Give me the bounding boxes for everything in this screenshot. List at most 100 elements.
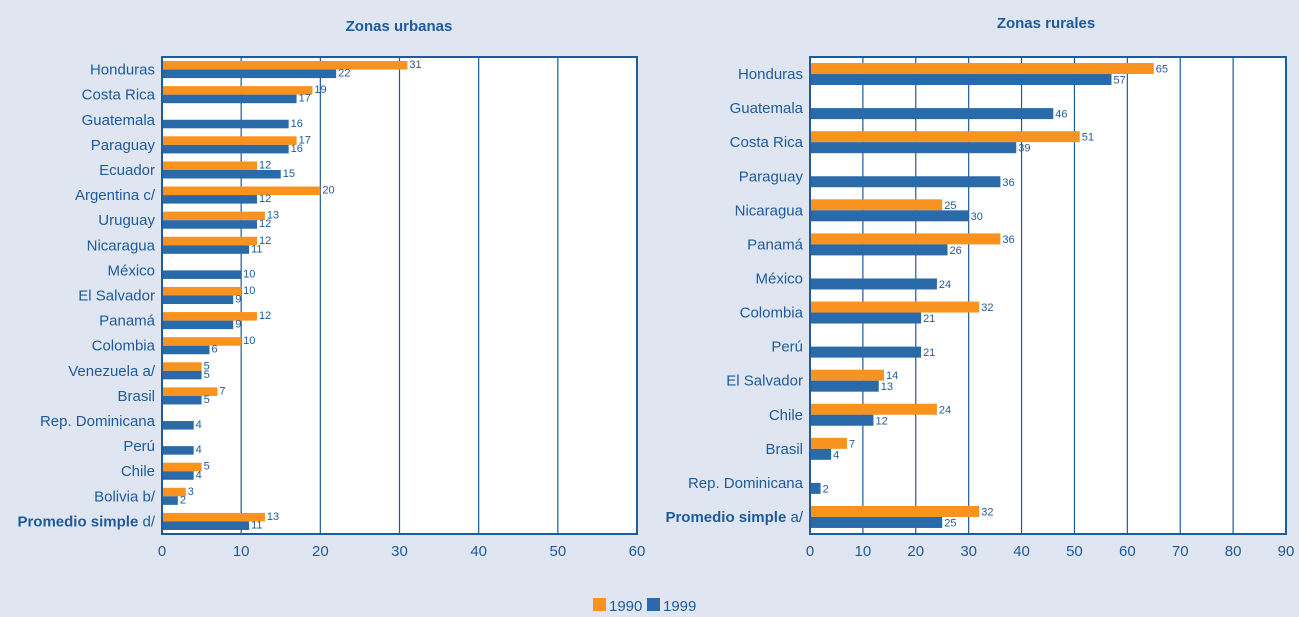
panel2-data-label-1999-13: 25 [944, 517, 956, 529]
panel2-data-label-1999-8: 21 [923, 347, 935, 359]
panel2-category-label-8: Perú [771, 339, 803, 356]
panel1-data-label-1990-7: 12 [259, 235, 271, 247]
panel1-x-tick-60: 60 [629, 543, 646, 560]
panel1-category-label-16: Chile [121, 463, 155, 480]
panel2-x-tick-50: 50 [1066, 543, 1083, 560]
panel2-bar-1999-5 [810, 244, 948, 256]
panel1-category-label-11: Colombia [92, 338, 156, 355]
panel1-x-tick-30: 30 [391, 543, 408, 560]
panel2-bar-1990-7 [810, 301, 980, 313]
panel2-bar-1990-10 [810, 403, 937, 415]
panel2-bar-1999-11 [810, 448, 832, 460]
panel2-category-label-bold-13: Promedio simple [665, 509, 786, 526]
panel2-data-label-1990-13: 32 [981, 506, 993, 518]
panel2-bar-1999-8 [810, 346, 922, 358]
panel1-bar-1999-9 [162, 295, 234, 305]
panel2-bar-1990-5 [810, 233, 1001, 245]
panel2-category-label-10: Chile [769, 407, 803, 424]
panel1-data-label-1990-17: 3 [188, 486, 194, 498]
panel2-data-label-1990-2: 51 [1082, 132, 1094, 144]
panel1-data-label-1990-4: 12 [259, 159, 271, 171]
panel2-data-label-1990-10: 24 [939, 404, 951, 416]
panel1-bar-1990-16 [162, 462, 202, 472]
panel1-bar-1990-18 [162, 512, 265, 522]
panel1-bar-1990-3 [162, 136, 297, 145]
panel1-category-label-12: Venezuela a/ [68, 363, 156, 380]
panel2-category-label-4: Nicaragua [735, 202, 804, 219]
panel2-plot-frame [809, 56, 1287, 535]
panel2-data-label-1999-0: 57 [1113, 75, 1125, 87]
panel1-data-label-1999-0: 22 [338, 68, 350, 80]
panel1-bar-1999-12 [162, 370, 202, 380]
panel2-bar-1999-7 [810, 312, 922, 324]
panel1-data-label-1990-0: 31 [409, 59, 421, 71]
panel1-data-label-1999-4: 15 [283, 168, 295, 180]
panel2-category-label-13: Promedio simple a/ [665, 509, 803, 526]
panel2-plot-area [810, 57, 1286, 534]
panel2-data-label-1990-9: 14 [886, 370, 898, 382]
panel2-x-tick-90: 90 [1278, 543, 1295, 560]
panel2-category-label-6: México [755, 270, 803, 287]
panel2-x-tick-30: 30 [960, 543, 977, 560]
panel2-data-label-1999-7: 21 [923, 313, 935, 325]
panel1-bar-1990-7 [162, 236, 257, 246]
panel2-category-label-12: Rep. Dominicana [688, 475, 804, 492]
legend-swatch-1999 [647, 598, 660, 611]
panel2-category-label-9: El Salvador [726, 373, 803, 390]
panel2-bar-1990-9 [810, 369, 885, 381]
panel1-bar-1990-13 [162, 387, 218, 396]
panel1-x-tick-20: 20 [312, 543, 329, 560]
panel1-x-tick-50: 50 [549, 543, 566, 560]
panel2-data-label-1990-4: 25 [944, 200, 956, 212]
panel1-data-label-1999-14: 4 [196, 419, 202, 431]
panel1-bar-1999-14 [162, 421, 194, 430]
panel1-category-label-5: Argentina c/ [75, 187, 156, 204]
panel1-category-label-9: El Salvador [78, 288, 155, 305]
panel2-data-label-1999-10: 12 [875, 415, 887, 427]
panel2-data-label-1999-11: 4 [833, 449, 839, 461]
panel1-x-tick-10: 10 [233, 543, 250, 560]
panel1-bar-1999-4 [162, 169, 281, 179]
legend-label-1999: 1999 [663, 598, 696, 615]
panel2-bar-1990-0 [810, 63, 1154, 75]
panel1-data-label-1990-5: 20 [322, 185, 334, 197]
panel1-category-label-rest-18: d/ [138, 513, 156, 530]
panel1-data-label-1990-18: 13 [267, 511, 279, 523]
panel1-bar-1999-2 [162, 119, 289, 129]
panel1-data-label-1999-16: 4 [196, 469, 202, 481]
legend-swatch-1990 [593, 598, 606, 611]
panel1-data-label-1999-8: 10 [243, 268, 255, 280]
panel1-category-label-2: Guatemala [82, 112, 156, 129]
panel1-bar-1990-12 [162, 362, 202, 371]
panel1-bar-1999-0 [162, 69, 337, 79]
panel2-x-tick-60: 60 [1119, 543, 1136, 560]
panel1-category-label-4: Ecuador [99, 162, 155, 179]
panel2-bar-1999-13 [810, 516, 943, 528]
panel1-category-label-3: Paraguay [91, 137, 156, 154]
panel2-category-label-11: Brasil [765, 441, 803, 458]
panel1-data-label-1999-1: 17 [299, 93, 311, 105]
panel1-plot-frame [161, 56, 638, 535]
panel1-title: Zonas urbanas [346, 18, 453, 35]
panel1-bar-1990-11 [162, 337, 242, 346]
panel2-bar-1999-4 [810, 210, 969, 222]
panel1-category-label-6: Uruguay [98, 212, 155, 229]
panel2-data-label-1990-5: 36 [1002, 234, 1014, 246]
panel1-data-label-1990-11: 10 [243, 335, 255, 347]
panel1-bar-1999-13 [162, 395, 202, 405]
panel1-data-label-1990-3: 17 [299, 134, 311, 146]
panel1-category-label-8: México [107, 262, 155, 279]
panel1-bar-1999-17 [162, 496, 178, 505]
panel1-data-label-1990-16: 5 [204, 461, 210, 473]
panel1-data-label-1990-12: 5 [204, 360, 210, 372]
panel2-category-label-3: Paraguay [739, 168, 804, 185]
panel2-bar-1999-12 [810, 482, 821, 494]
panel2-data-label-1990-0: 65 [1156, 64, 1168, 76]
panel1-category-label-1: Costa Rica [82, 87, 156, 104]
panel2-bar-1999-0 [810, 74, 1112, 86]
panel1-bar-1999-7 [162, 245, 250, 254]
panel1-data-label-1999-3: 16 [291, 143, 303, 155]
panel2-title: Zonas rurales [997, 15, 1095, 32]
panel2-bar-1990-11 [810, 437, 848, 449]
